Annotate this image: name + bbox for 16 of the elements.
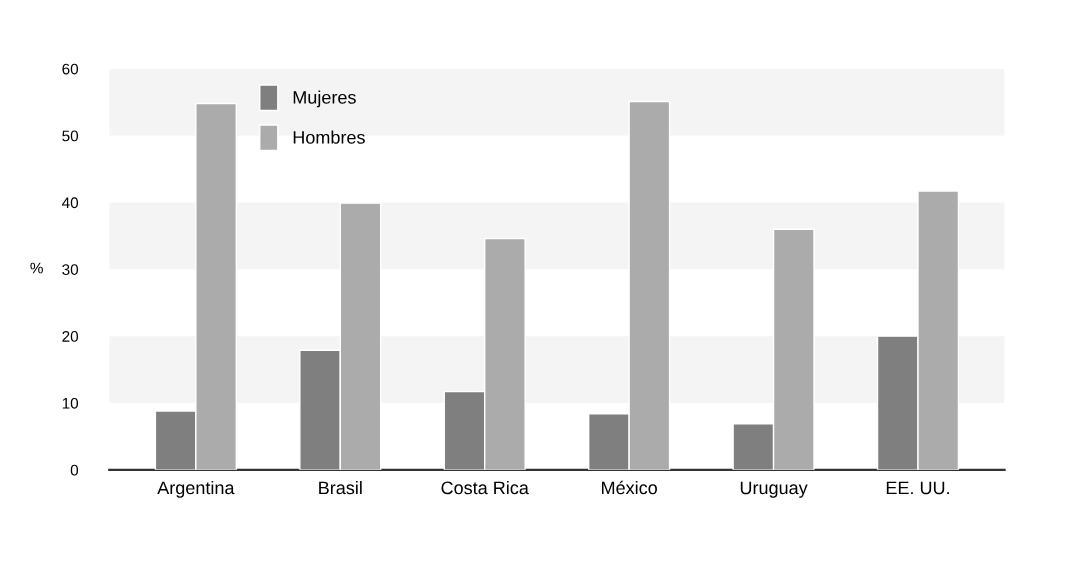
x-tick-label: Argentina	[157, 480, 235, 498]
x-tick-label: Uruguay	[740, 481, 808, 498]
x-tick-label: México	[602, 480, 657, 495]
y-tick-label: 40	[62, 197, 79, 209]
x-tick-label: Costa Rica	[441, 480, 529, 495]
y-tick-label: 50	[62, 130, 79, 142]
y-tick-label: 60	[62, 63, 79, 75]
y-tick-label: 0	[70, 464, 79, 476]
y-tick-label: 10	[62, 397, 79, 409]
legend-label: Mujeres	[293, 90, 356, 108]
legend-label: Hombres	[293, 130, 365, 144]
x-tick-label: EE. UU.	[886, 481, 949, 495]
y-tick-label: 30	[62, 264, 79, 275]
x-tick-label: Brasil	[319, 480, 362, 495]
y-tick-label: 20	[62, 331, 79, 342]
y-axis-title: %	[30, 262, 43, 274]
